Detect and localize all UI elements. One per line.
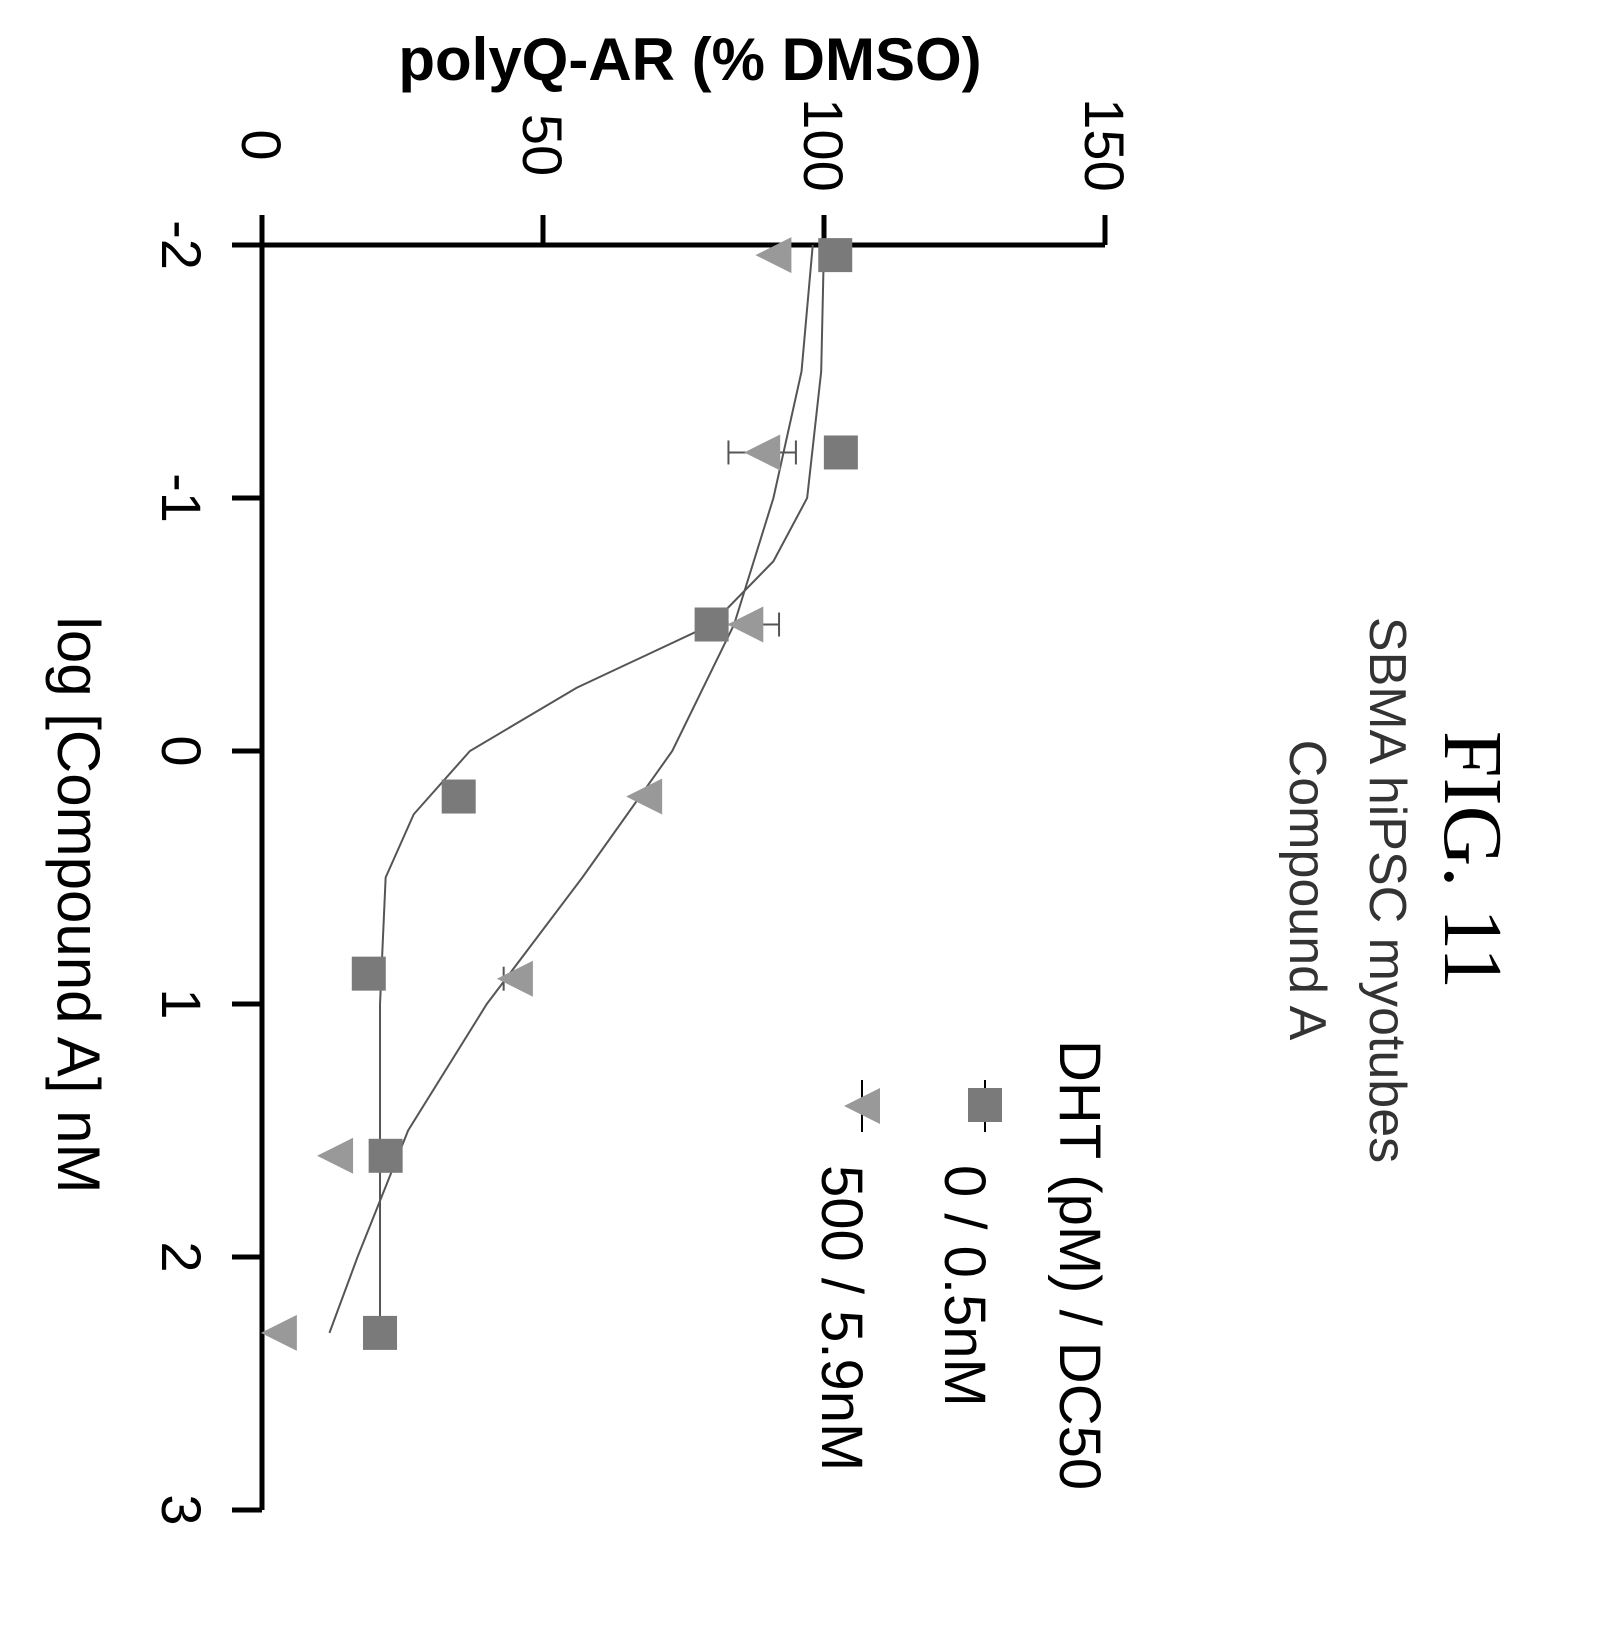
x-tick-label: 3 bbox=[150, 1494, 213, 1525]
data-point-square bbox=[351, 956, 386, 991]
x-axis-title: log [Compound A] nM bbox=[45, 616, 112, 1193]
legend-entry-1: 500 / 5.9nM bbox=[809, 1165, 874, 1471]
legend-square-marker bbox=[968, 1088, 1002, 1122]
title-block: FIG. 11 SBMA hiPSC myotubes Compound A bbox=[1278, 617, 1519, 1163]
fit-curve-dht-0 bbox=[379, 244, 825, 1333]
legend-title: DHT (pM) / DC50 bbox=[1047, 1040, 1112, 1490]
legend: DHT (pM) / DC50 0 / 0.5nM 500 / 5.9nM bbox=[809, 1040, 1112, 1490]
x-tick-label: 0 bbox=[150, 735, 213, 766]
x-tick-label: -2 bbox=[150, 220, 213, 270]
legend-entry-0: 0 / 0.5nM bbox=[932, 1165, 997, 1407]
fit-curves bbox=[328, 244, 825, 1334]
data-point-triangle bbox=[727, 606, 764, 643]
data-point-square bbox=[823, 435, 858, 470]
subtitle-line-2: Compound A bbox=[1278, 740, 1336, 1041]
fit-curve-dht-500 bbox=[328, 244, 814, 1334]
data-point-square bbox=[368, 1138, 403, 1173]
data-point-triangle bbox=[626, 778, 663, 815]
data-markers bbox=[260, 237, 858, 1351]
legend-triangle-marker bbox=[844, 1088, 880, 1124]
axes: -2 -1 0 1 2 3 0 50 100 150 bbox=[150, 98, 1136, 1525]
figure-label: FIG. 11 bbox=[1426, 731, 1519, 989]
y-axis-title: polyQ-AR (% DMSO) bbox=[398, 26, 981, 93]
subtitle-line-1: SBMA hiPSC myotubes bbox=[1358, 617, 1416, 1163]
data-point-triangle bbox=[317, 1137, 354, 1174]
x-tick-label: -1 bbox=[150, 473, 213, 523]
y-tick-label: 100 bbox=[792, 98, 855, 191]
y-tick-label: 0 bbox=[230, 129, 293, 160]
data-point-triangle bbox=[496, 960, 533, 997]
x-tick-label: 1 bbox=[150, 988, 213, 1019]
data-point-square bbox=[363, 1315, 398, 1350]
error-bars bbox=[502, 440, 797, 991]
y-tick-label: 150 bbox=[1073, 98, 1136, 191]
y-tick-label: 50 bbox=[511, 114, 574, 176]
data-point-triangle bbox=[755, 237, 792, 274]
data-point-triangle bbox=[260, 1314, 297, 1351]
data-point-square bbox=[694, 607, 729, 642]
data-point-square bbox=[441, 779, 476, 814]
data-point-triangle bbox=[744, 434, 781, 471]
data-point-square bbox=[818, 238, 853, 273]
x-tick-label: 2 bbox=[150, 1241, 213, 1272]
